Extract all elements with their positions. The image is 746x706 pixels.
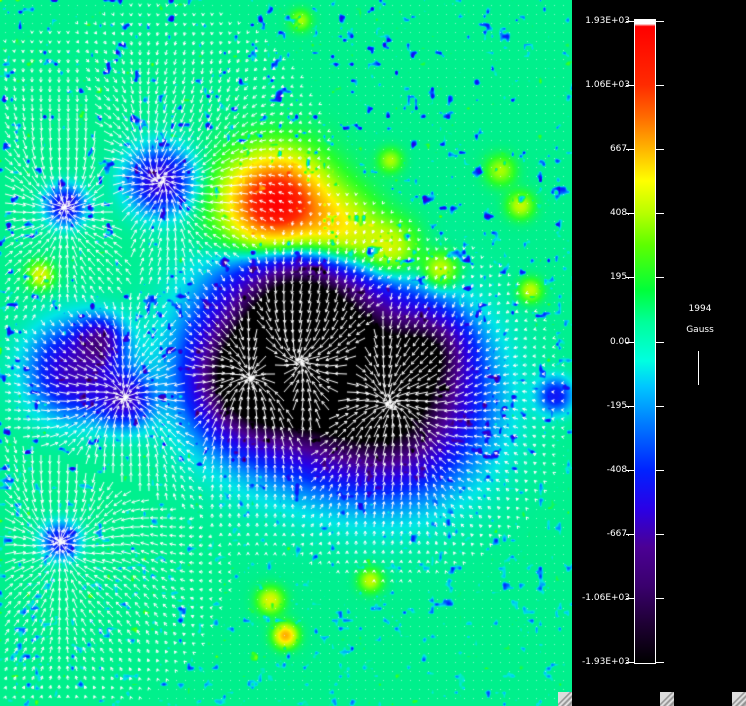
colorbar-tick bbox=[626, 534, 634, 535]
colorbar-tick bbox=[626, 406, 634, 407]
colorbar-tick bbox=[626, 342, 634, 343]
colorbar-tick bbox=[656, 534, 664, 535]
colorbar-tick bbox=[656, 85, 664, 86]
colorbar-tick bbox=[626, 149, 634, 150]
colorbar-tick-label: 0.00 bbox=[609, 337, 630, 347]
colorbar-tick bbox=[656, 213, 664, 214]
colorbar-tick-label: -667. bbox=[606, 529, 630, 539]
resize-grip-icon[interactable] bbox=[558, 692, 572, 706]
colorbar-tick bbox=[656, 662, 664, 663]
year-label: 1994 bbox=[688, 304, 712, 314]
colorbar-tick bbox=[626, 85, 634, 86]
colorbar-tick-label: 195. bbox=[609, 272, 630, 282]
colorbar-tick-label: -195. bbox=[606, 401, 630, 411]
colorbar-tick bbox=[656, 277, 664, 278]
colorbar-tick bbox=[656, 342, 664, 343]
colorbar-tick bbox=[626, 598, 634, 599]
colorbar-tick bbox=[656, 470, 664, 471]
resize-grip-icon[interactable] bbox=[660, 692, 674, 706]
colorbar-tick-label: -1.06E+03 bbox=[582, 593, 630, 603]
colorbar-tick bbox=[626, 662, 634, 663]
magnetogram-image bbox=[0, 0, 572, 706]
scale-vector-icon bbox=[698, 351, 699, 385]
colorbar-panel bbox=[572, 0, 746, 706]
colorbar-tick-label: 408. bbox=[609, 208, 630, 218]
resize-grip-icon[interactable] bbox=[732, 692, 746, 706]
colorbar-tick bbox=[626, 21, 634, 22]
colorbar-tick-label: 1.06E+03 bbox=[585, 80, 630, 90]
colorbar-tick bbox=[656, 21, 664, 22]
colorbar bbox=[634, 19, 656, 664]
unit-label: Gauss bbox=[686, 325, 714, 335]
colorbar-tick-label: -1.93E+03 bbox=[582, 657, 630, 667]
colorbar-tick bbox=[626, 470, 634, 471]
colorbar-tick-label: -408. bbox=[606, 465, 630, 475]
colorbar-tick bbox=[656, 598, 664, 599]
colorbar-tick bbox=[626, 277, 634, 278]
colorbar-tick-label: 667. bbox=[609, 144, 630, 154]
colorbar-tick-label: 1.93E+03 bbox=[585, 16, 630, 26]
colorbar-tick bbox=[656, 149, 664, 150]
colorbar-tick bbox=[656, 406, 664, 407]
colorbar-tick bbox=[626, 213, 634, 214]
